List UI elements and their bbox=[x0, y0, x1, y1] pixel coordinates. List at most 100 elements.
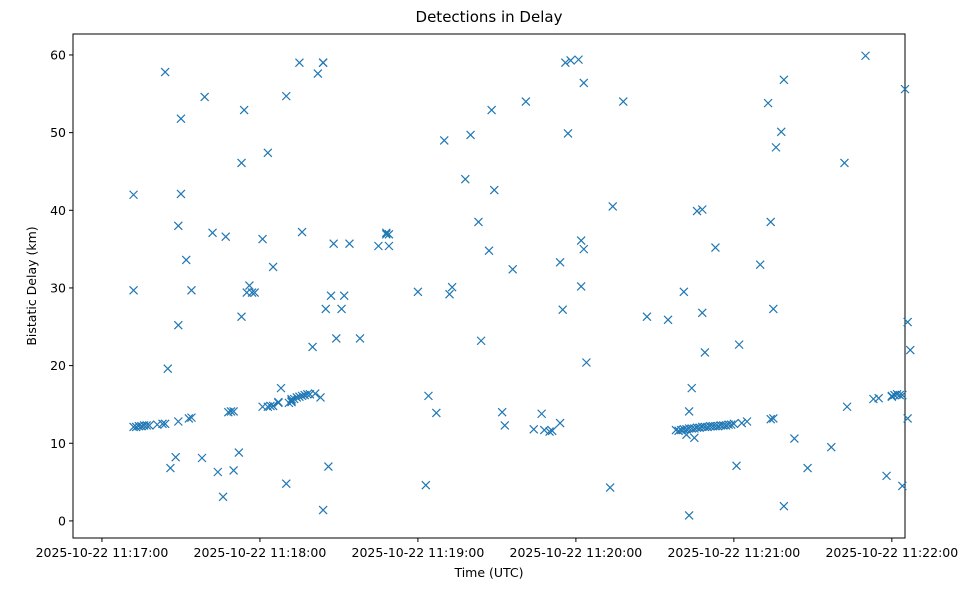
data-point bbox=[250, 288, 260, 298]
y-tick-label: 40 bbox=[50, 203, 66, 218]
data-point bbox=[431, 408, 441, 418]
data-point bbox=[905, 345, 915, 355]
data-point bbox=[803, 463, 813, 473]
data-point bbox=[308, 342, 318, 352]
data-point bbox=[566, 55, 576, 65]
data-point bbox=[581, 358, 591, 367]
data-point bbox=[679, 287, 689, 297]
data-point bbox=[200, 92, 210, 102]
data-point bbox=[776, 127, 786, 137]
plot-area bbox=[72, 33, 906, 539]
data-point bbox=[779, 501, 789, 511]
data-point bbox=[576, 236, 586, 245]
data-point bbox=[381, 229, 391, 239]
data-point bbox=[508, 264, 518, 274]
data-point bbox=[331, 333, 341, 343]
data-point bbox=[874, 393, 884, 403]
data-point bbox=[674, 426, 683, 436]
data-point bbox=[861, 51, 870, 61]
data-point bbox=[413, 287, 423, 297]
data-point bbox=[229, 406, 239, 416]
x-tick-label: 2025-10-22 11:22:00 bbox=[825, 545, 958, 560]
data-point bbox=[766, 217, 776, 227]
data-point bbox=[176, 114, 186, 124]
x-tick-label: 2025-10-22 11:19:00 bbox=[352, 545, 485, 560]
data-point bbox=[771, 142, 781, 152]
data-point bbox=[755, 260, 765, 270]
data-point bbox=[555, 418, 565, 428]
data-point bbox=[355, 333, 365, 343]
data-point bbox=[318, 58, 328, 68]
data-point bbox=[489, 185, 499, 195]
data-point bbox=[500, 420, 510, 430]
x-axis-label: Time (UTC) bbox=[453, 565, 523, 580]
data-point bbox=[263, 148, 273, 158]
data-point bbox=[763, 98, 773, 108]
data-point bbox=[737, 418, 747, 428]
data-point bbox=[545, 427, 554, 437]
data-point bbox=[903, 413, 913, 423]
data-point bbox=[239, 105, 249, 115]
data-point bbox=[895, 390, 905, 400]
data-point bbox=[321, 304, 331, 314]
data-point bbox=[692, 206, 702, 216]
data-point bbox=[439, 135, 449, 145]
data-point bbox=[576, 281, 586, 291]
data-point bbox=[237, 312, 246, 322]
data-point bbox=[184, 413, 194, 423]
x-tick-label: 2025-10-22 11:21:00 bbox=[667, 545, 800, 560]
data-point bbox=[555, 257, 565, 267]
data-point bbox=[247, 288, 257, 298]
data-point bbox=[173, 320, 183, 330]
data-point bbox=[129, 285, 138, 295]
data-point bbox=[521, 97, 531, 106]
data-point bbox=[726, 420, 736, 430]
data-point bbox=[171, 452, 181, 462]
data-point bbox=[466, 130, 475, 140]
data-point bbox=[129, 190, 138, 200]
data-point bbox=[287, 394, 296, 404]
data-point bbox=[144, 420, 154, 430]
data-point bbox=[826, 442, 836, 452]
data-point bbox=[537, 409, 547, 419]
data-point bbox=[563, 128, 573, 138]
data-point bbox=[318, 505, 328, 515]
data-point bbox=[497, 407, 507, 417]
data-point bbox=[276, 383, 286, 393]
data-point bbox=[574, 55, 583, 65]
y-tick-label: 50 bbox=[50, 125, 66, 140]
data-point bbox=[729, 419, 739, 429]
x-axis: 2025-10-22 11:17:00 2025-10-22 11:18:00 20… bbox=[36, 538, 958, 560]
data-point bbox=[605, 483, 615, 492]
data-point bbox=[487, 105, 497, 115]
data-point bbox=[337, 304, 346, 314]
data-point bbox=[218, 492, 228, 502]
data-point bbox=[447, 282, 457, 292]
data-point bbox=[897, 481, 907, 491]
data-point bbox=[529, 424, 539, 434]
data-point bbox=[476, 336, 486, 346]
data-point bbox=[732, 461, 741, 471]
data-point bbox=[779, 75, 789, 85]
data-point bbox=[316, 393, 325, 402]
data-point bbox=[281, 479, 291, 489]
data-point bbox=[663, 315, 673, 325]
data-point bbox=[897, 390, 907, 400]
data-point bbox=[345, 239, 354, 249]
data-point bbox=[273, 397, 283, 407]
data-point bbox=[237, 158, 246, 168]
data-point bbox=[295, 392, 304, 402]
x-tick-label: 2025-10-22 11:17:00 bbox=[36, 545, 169, 560]
y-tick-label: 10 bbox=[50, 436, 66, 451]
data-point bbox=[208, 228, 217, 238]
data-point bbox=[684, 511, 694, 520]
data-point bbox=[197, 453, 207, 463]
data-point bbox=[295, 58, 304, 68]
data-point bbox=[887, 391, 897, 401]
data-point bbox=[445, 289, 454, 299]
x-tick-label: 2025-10-22 11:18:00 bbox=[194, 545, 327, 560]
data-point bbox=[244, 281, 254, 291]
data-point bbox=[560, 58, 570, 68]
data-point bbox=[608, 201, 618, 211]
